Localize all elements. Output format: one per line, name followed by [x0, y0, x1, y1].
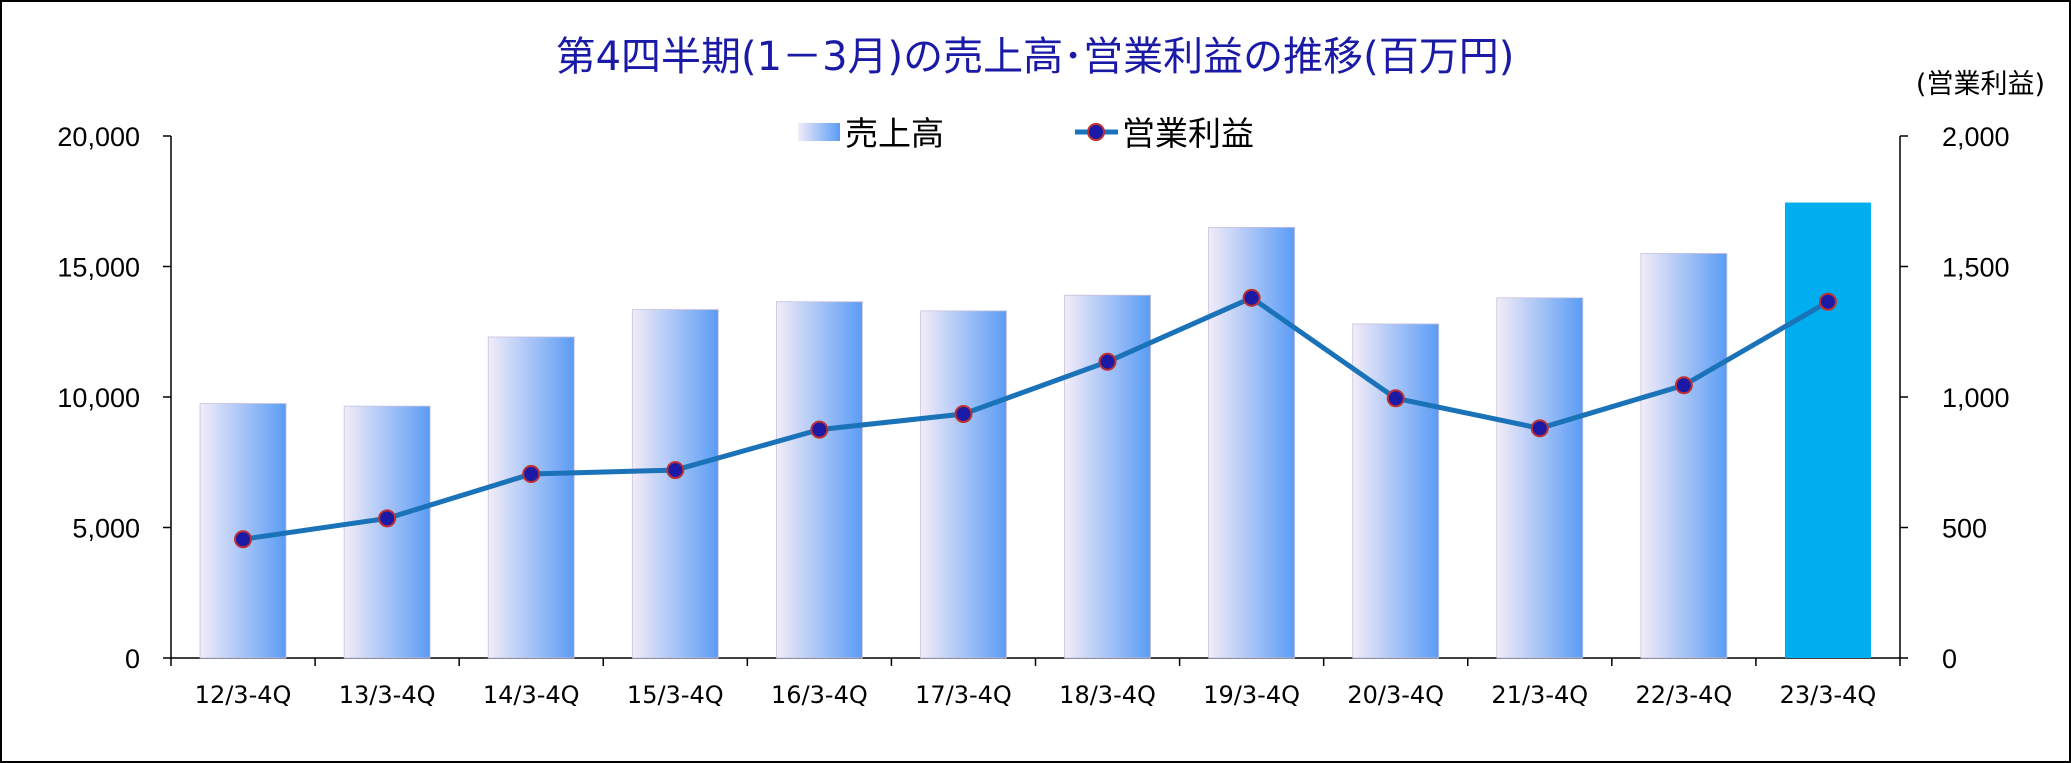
bar-sales — [1496, 297, 1584, 659]
x-tick-label: 15/3-4Q — [627, 681, 724, 709]
bar-sales — [920, 310, 1007, 659]
point-operating-profit — [1818, 292, 1837, 311]
bar-sales — [775, 301, 863, 659]
left-y-tick-label: 5,000 — [72, 514, 140, 544]
legend-profit-marker — [1087, 123, 1105, 141]
right-y-tick-label: 0 — [1942, 644, 1957, 674]
bar-sales — [1784, 202, 1871, 658]
legend-profit-label: 営業利益 — [1122, 114, 1254, 153]
right-y-tick-label: 1,000 — [1942, 383, 2010, 413]
point-operating-profit — [1530, 419, 1549, 438]
x-tick-label: 19/3-4Q — [1203, 681, 1300, 709]
left-y-tick-label: 20,000 — [57, 122, 140, 152]
point-operating-profit — [810, 420, 829, 439]
bar-sales — [487, 336, 575, 659]
x-tick-label: 18/3-4Q — [1059, 681, 1156, 709]
point-operating-profit — [1242, 288, 1261, 307]
point-operating-profit — [1386, 389, 1405, 408]
left-y-tick-label: 15,000 — [57, 253, 140, 283]
x-tick-label: 23/3-4Q — [1780, 681, 1877, 709]
bar-sales — [631, 309, 719, 659]
point-operating-profit — [954, 404, 973, 423]
x-tick-label: 20/3-4Q — [1347, 681, 1444, 709]
point-operating-profit — [1674, 376, 1693, 395]
bar-sales — [1352, 323, 1440, 659]
x-tick-label: 17/3-4Q — [915, 681, 1012, 709]
right-axis-unit-label: (営業利益) — [1916, 69, 2045, 100]
x-tick-label: 13/3-4Q — [339, 681, 436, 709]
line-operating-profit — [242, 295, 1830, 542]
left-y-tick-label: 0 — [125, 644, 140, 674]
x-tick-label: 16/3-4Q — [771, 681, 868, 709]
point-operating-profit — [1098, 352, 1117, 371]
legend-sales-label: 売上高 — [845, 114, 944, 153]
bar-sales — [1640, 253, 1728, 659]
bar-sales — [343, 405, 431, 659]
point-operating-profit — [378, 509, 397, 528]
point-operating-profit — [666, 461, 685, 480]
left-y-tick-label: 10,000 — [57, 383, 140, 413]
right-y-tick-label: 1,500 — [1942, 253, 2010, 283]
x-tick-label: 14/3-4Q — [483, 681, 580, 709]
legend-sales-swatch — [798, 123, 840, 141]
x-tick-label: 12/3-4Q — [195, 681, 292, 709]
chart-title: 第4四半期(1－3月)の売上高･営業利益の推移(百万円) — [556, 34, 1515, 80]
point-operating-profit — [234, 530, 253, 549]
right-y-tick-label: 500 — [1942, 514, 1987, 544]
x-tick-label: 21/3-4Q — [1491, 681, 1588, 709]
point-operating-profit — [522, 464, 541, 483]
right-y-tick-label: 2,000 — [1942, 122, 2010, 152]
x-tick-label: 22/3-4Q — [1636, 681, 1733, 709]
